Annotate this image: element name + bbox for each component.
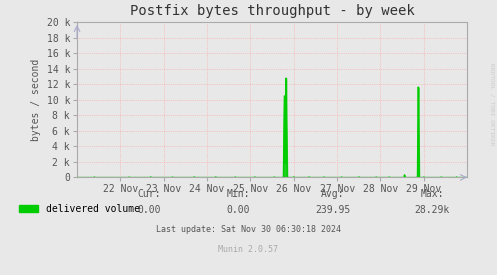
- Text: Munin 2.0.57: Munin 2.0.57: [219, 245, 278, 254]
- Text: 239.95: 239.95: [316, 205, 350, 215]
- Text: Avg:: Avg:: [321, 189, 345, 199]
- Text: 0.00: 0.00: [137, 205, 161, 215]
- Text: Max:: Max:: [420, 189, 444, 199]
- Text: Min:: Min:: [227, 189, 250, 199]
- Text: 28.29k: 28.29k: [415, 205, 450, 215]
- Y-axis label: bytes / second: bytes / second: [31, 59, 41, 141]
- Legend: delivered volume: delivered volume: [15, 200, 144, 218]
- Text: Cur:: Cur:: [137, 189, 161, 199]
- Title: Postfix bytes throughput - by week: Postfix bytes throughput - by week: [130, 4, 414, 18]
- Text: 0.00: 0.00: [227, 205, 250, 215]
- Text: RRDTOOL / TOBI OETIKER: RRDTOOL / TOBI OETIKER: [490, 63, 495, 146]
- Text: Last update: Sat Nov 30 06:30:18 2024: Last update: Sat Nov 30 06:30:18 2024: [156, 226, 341, 234]
